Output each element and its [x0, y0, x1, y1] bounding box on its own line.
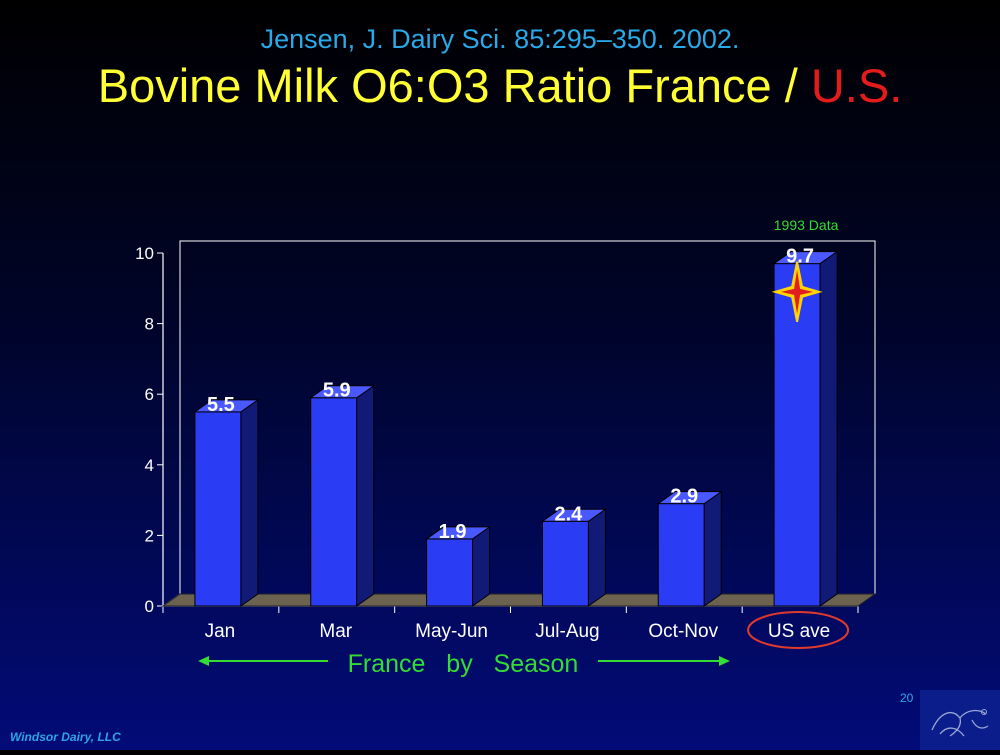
y-tick-label: 6 — [145, 385, 154, 404]
bar — [540, 508, 607, 607]
bar — [193, 398, 260, 607]
y-tick-label: 2 — [145, 526, 154, 545]
company-name: Windsor Dairy, LLC — [10, 730, 121, 744]
bar-top — [772, 251, 839, 265]
right-arrow-icon — [719, 656, 730, 666]
bar-front — [310, 397, 358, 607]
x-tick-label: US ave — [768, 621, 830, 642]
data-label: 9.7 — [786, 246, 814, 268]
annotation-label: 1993 Data — [774, 217, 839, 233]
chart-frame — [161, 240, 876, 607]
y-tick-label: 10 — [135, 244, 154, 263]
bar-front — [657, 503, 705, 607]
bar-series — [193, 250, 839, 607]
x-axis-labels: Jan Mar May-Jun Jul-Aug Oct-Nov US ave — [205, 621, 831, 642]
floor-plane — [161, 593, 877, 607]
bar-top — [309, 385, 376, 399]
star-center — [781, 269, 814, 314]
left-arrow-icon — [198, 656, 209, 666]
x-tick-label: Oct-Nov — [648, 621, 718, 642]
y-tick-label: 0 — [145, 597, 154, 616]
bar-front — [426, 538, 474, 607]
slide-title: Bovine Milk O6:O3 Ratio France / U.S. — [0, 58, 1000, 113]
bar-top — [193, 399, 260, 413]
citation: Jensen, J. Dairy Sci. 85:295–350. 2002. — [260, 24, 740, 54]
data-label: 2.4 — [555, 503, 584, 525]
logo — [920, 690, 1000, 750]
bar — [425, 525, 492, 607]
data-label: 1.9 — [439, 521, 467, 543]
x-tick-label: Jul-Aug — [535, 621, 599, 642]
bar-side — [240, 398, 259, 607]
chart-floor — [161, 593, 877, 607]
x-tick-label: Jan — [205, 621, 236, 642]
bar-top — [656, 491, 723, 505]
bar-side — [703, 490, 722, 607]
bar-side — [587, 508, 606, 607]
bar-top — [540, 508, 607, 522]
bar — [656, 490, 723, 607]
title-main: Bovine Milk O6:O3 Ratio France / — [97, 59, 811, 112]
annotations: 1993 Data France by Season — [198, 217, 850, 678]
slide-number: 20 — [900, 691, 914, 705]
title-highlight: U.S. — [810, 59, 903, 112]
y-tick-label: 4 — [145, 456, 154, 475]
data-label: 5.5 — [207, 394, 235, 416]
bar-front — [194, 411, 242, 607]
y-tick-label: 8 — [145, 315, 154, 334]
data-label: 2.9 — [670, 486, 698, 508]
bar-side — [356, 384, 375, 607]
group-label: France by Season — [348, 650, 579, 678]
bar-side — [472, 525, 491, 607]
highlight-ellipse — [747, 611, 850, 649]
bar — [309, 384, 376, 607]
bar — [772, 250, 839, 607]
bar-front — [541, 520, 589, 607]
bar-top — [425, 526, 492, 540]
x-tick-label: Mar — [319, 621, 352, 642]
bar-side — [819, 250, 838, 607]
data-label: 5.9 — [323, 380, 351, 402]
x-tick-label: May-Jun — [415, 621, 488, 642]
data-labels: 5.5 5.9 1.9 2.4 2.9 9.7 — [207, 246, 814, 543]
back-wall — [161, 240, 876, 607]
